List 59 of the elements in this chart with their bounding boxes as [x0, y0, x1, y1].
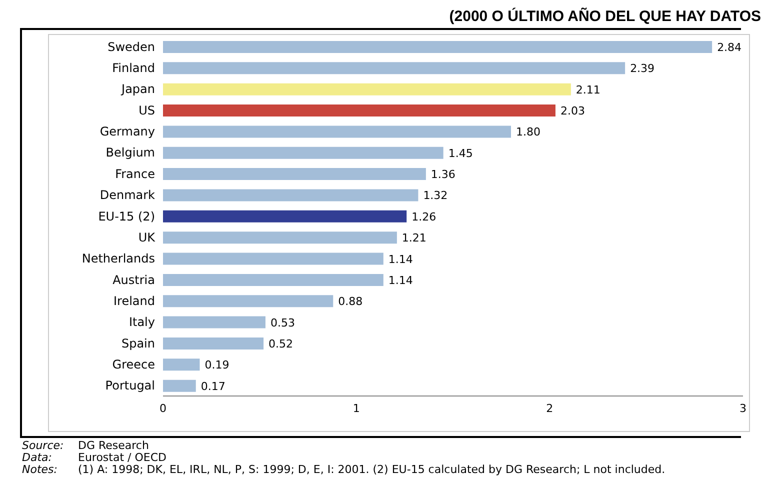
data-label: 0.52: [268, 337, 294, 350]
data-label: 1.14: [388, 274, 413, 287]
chart-title: (2000 O ÚLTIMO AÑO DEL QUE HAY DATOS: [449, 8, 761, 25]
bar: [163, 316, 266, 328]
text: Source: DG Research: [22, 439, 149, 452]
y-tick-label: Germany: [100, 124, 155, 139]
bar: [163, 104, 556, 117]
bar: [163, 168, 426, 180]
y-tick-label: Italy: [128, 315, 155, 330]
data-label: 0.53: [270, 316, 295, 330]
y-tick-label: Sweden: [108, 40, 155, 54]
y-tick-label: France: [115, 166, 155, 181]
y-tick-label: Japan: [120, 82, 155, 96]
bar: [163, 146, 444, 159]
data-label: 1.45: [448, 146, 473, 160]
data-label: 2.84: [717, 41, 742, 54]
y-tick-label: Austria: [112, 272, 155, 287]
data-label: 2.39: [630, 62, 655, 76]
data-label: 1.32: [423, 189, 448, 202]
y-tick-label: Finland: [112, 61, 155, 76]
y-tick-label: Belgium: [106, 146, 155, 160]
y-tick-label: EU-15 (2): [98, 209, 155, 224]
y-tick-label: Denmark: [100, 188, 156, 202]
text: Notes: (1) A: 1998; DK, EL, IRL, NL, P, S: 1999; D, E, I: 2001. (2) EU-15 calculated by DG Research; L not included.: [22, 463, 666, 476]
bar: [163, 274, 384, 286]
data-label: 0.19: [204, 358, 230, 372]
data-label: 2.03: [560, 104, 585, 118]
data-label: 1.36: [430, 168, 456, 182]
bar: [163, 189, 418, 202]
data-label: 1.26: [412, 210, 436, 224]
data-label: 0.17: [200, 380, 226, 393]
x-tick-label: 0: [160, 402, 166, 415]
data-label: 0.88: [338, 295, 363, 308]
x-tick-label: 1: [352, 402, 360, 415]
y-tick-label: US: [138, 103, 155, 118]
y-tick-label: Netherlands: [82, 252, 155, 266]
data-label: 2.11: [576, 83, 600, 96]
bar: [163, 337, 264, 350]
bar: [163, 210, 407, 222]
y-tick-label: Greece: [112, 357, 155, 372]
bar: [163, 126, 511, 138]
y-tick-label: Spain: [121, 336, 155, 350]
bar: [163, 295, 334, 308]
bar: [163, 252, 384, 265]
bar: [163, 41, 712, 53]
bar: [163, 232, 397, 244]
data-label: 1.21: [402, 232, 426, 245]
y-tick-label: Ireland: [113, 294, 155, 308]
y-tick-label: Portugal: [105, 378, 155, 393]
data-label: 1.80: [516, 126, 540, 139]
bar: [163, 380, 196, 392]
x-tick-label: 2: [546, 402, 554, 415]
bar: [163, 358, 200, 371]
x-tick-label: 3: [740, 402, 746, 415]
y-tick-label: UK: [138, 230, 156, 244]
text: Data: Eurostat / OECD: [22, 451, 166, 464]
bar: [163, 62, 626, 74]
bar: [163, 83, 571, 96]
data-label: 1.14: [388, 252, 413, 266]
